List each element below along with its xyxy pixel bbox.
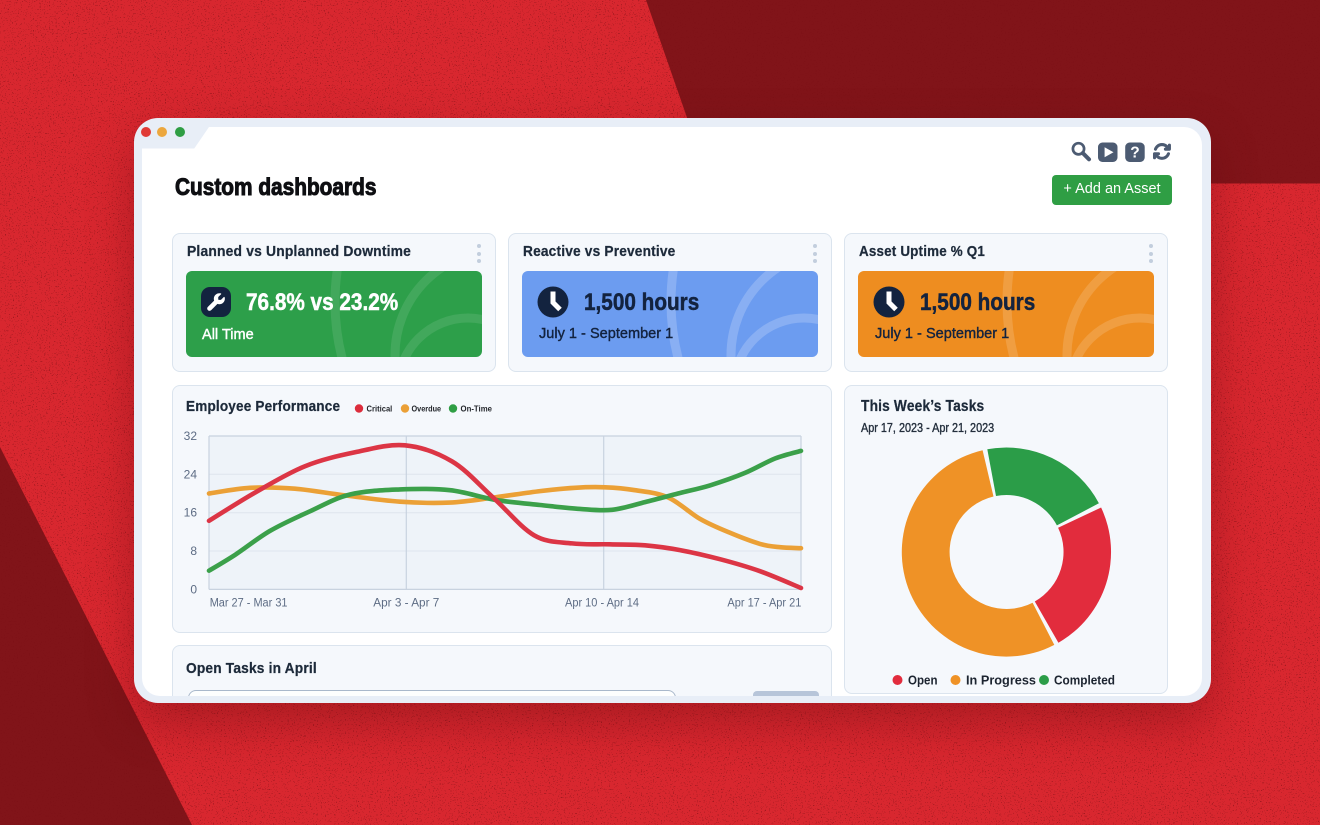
svg-text:Apr 3 - Apr 7: Apr 3 - Apr 7 xyxy=(373,597,439,609)
svg-text:In Progress: In Progress xyxy=(966,673,1036,688)
svg-text:24: 24 xyxy=(184,467,198,481)
svg-text:On-Time: On-Time xyxy=(461,404,493,414)
svg-text:32: 32 xyxy=(184,429,198,443)
svg-text:0: 0 xyxy=(190,582,197,596)
svg-text:?: ? xyxy=(1130,145,1139,162)
svg-text:8: 8 xyxy=(190,544,197,558)
svg-text:Critical: Critical xyxy=(367,404,393,414)
svg-text:Open: Open xyxy=(908,673,938,688)
svg-text:16: 16 xyxy=(184,506,198,520)
svg-text:Completed: Completed xyxy=(1054,673,1115,688)
svg-text:Apr 17 - Apr 21: Apr 17 - Apr 21 xyxy=(727,597,801,609)
svg-text:Apr 10 - Apr 14: Apr 10 - Apr 14 xyxy=(565,597,640,609)
svg-text:Mar 27 - Mar 31: Mar 27 - Mar 31 xyxy=(210,597,288,609)
svg-text:Overdue: Overdue xyxy=(412,404,442,414)
